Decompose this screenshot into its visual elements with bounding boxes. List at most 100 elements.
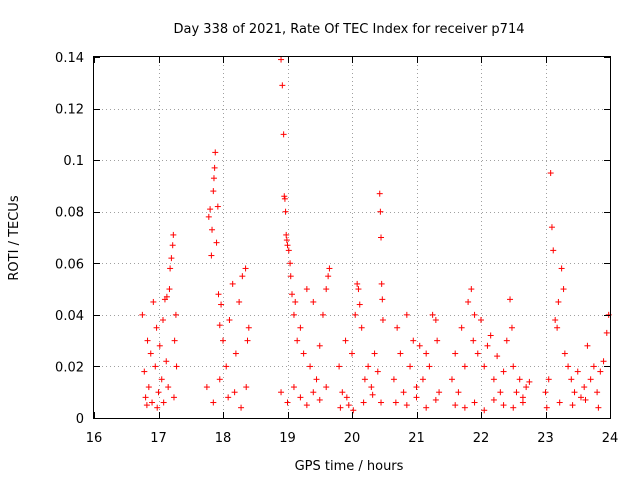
data-point xyxy=(594,389,601,396)
data-point xyxy=(436,389,443,396)
data-point xyxy=(214,203,221,210)
data-point xyxy=(468,286,475,293)
data-point xyxy=(481,407,488,414)
data-point xyxy=(390,376,397,383)
data-point xyxy=(471,311,478,318)
data-point xyxy=(582,396,589,403)
data-point xyxy=(160,399,167,406)
x-tick-label: 20 xyxy=(344,431,361,446)
data-point xyxy=(507,296,514,303)
data-point xyxy=(168,255,175,262)
data-point xyxy=(213,239,220,246)
data-point xyxy=(407,363,414,370)
data-point xyxy=(147,350,154,357)
x-tick-label: 21 xyxy=(408,431,425,446)
data-point xyxy=(210,399,217,406)
data-point xyxy=(434,337,441,344)
data-point xyxy=(303,286,310,293)
data-point xyxy=(343,394,350,401)
data-point xyxy=(377,208,384,215)
data-point xyxy=(508,324,515,331)
data-point xyxy=(220,337,226,344)
data-point xyxy=(392,399,399,406)
data-point xyxy=(426,363,433,370)
data-point xyxy=(243,384,250,391)
data-point xyxy=(584,342,591,349)
data-point xyxy=(432,396,439,403)
x-tick-labels: 16 17 18 19 20 21 22 23 24 xyxy=(86,431,619,446)
y-tick-label: 0.02 xyxy=(55,360,84,375)
data-point xyxy=(297,394,304,401)
y-tick-label: 0.06 xyxy=(55,257,84,272)
data-point xyxy=(325,273,332,280)
data-point xyxy=(289,291,296,298)
data-point xyxy=(225,394,232,401)
data-point xyxy=(218,301,225,308)
y-tick-label: 0.1 xyxy=(63,154,84,169)
data-point xyxy=(543,404,550,411)
data-point xyxy=(423,350,430,357)
data-point xyxy=(144,337,151,344)
data-point xyxy=(203,384,210,391)
data-point xyxy=(284,399,291,406)
data-point xyxy=(587,376,594,383)
x-tick-label: 22 xyxy=(473,431,490,446)
x-axis-label: GPS time / hours xyxy=(295,459,404,474)
data-point xyxy=(595,404,602,411)
data-point xyxy=(547,170,554,177)
data-point xyxy=(282,208,289,215)
data-point xyxy=(590,363,597,370)
data-point xyxy=(403,402,410,409)
y-tick-label: 0 xyxy=(76,412,84,427)
data-point xyxy=(170,231,177,238)
data-point xyxy=(316,342,323,349)
data-point xyxy=(281,195,288,202)
data-point xyxy=(154,404,161,411)
data-point xyxy=(336,363,343,370)
data-point xyxy=(211,164,218,171)
y-tick-labels: 0 0.02 0.04 0.06 0.08 0.1 0.12 0.14 xyxy=(55,51,84,427)
data-point xyxy=(452,350,459,357)
plot-frame xyxy=(93,56,611,419)
data-point xyxy=(281,193,288,200)
data-point xyxy=(510,404,517,411)
data-point xyxy=(371,350,378,357)
data-point xyxy=(465,298,472,305)
x-tick-label: 24 xyxy=(602,431,619,446)
data-point xyxy=(565,363,572,370)
data-point xyxy=(416,342,423,349)
data-point xyxy=(209,226,216,233)
data-point xyxy=(155,389,162,396)
data-point xyxy=(597,368,604,375)
chart-title: Day 338 of 2021, Rate Of TEC Index for r… xyxy=(174,22,525,37)
data-point xyxy=(280,131,287,138)
data-point xyxy=(523,384,530,391)
data-point xyxy=(345,402,352,409)
data-point xyxy=(297,324,304,331)
data-point xyxy=(287,260,294,267)
data-point xyxy=(581,384,588,391)
data-point xyxy=(361,376,368,383)
data-point xyxy=(216,376,223,383)
data-point xyxy=(303,402,310,409)
data-point xyxy=(513,389,520,396)
data-point xyxy=(569,402,576,409)
data-point xyxy=(316,396,323,403)
data-point xyxy=(205,213,212,220)
data-point xyxy=(478,317,484,324)
data-point xyxy=(368,384,375,391)
data-point xyxy=(285,247,292,254)
data-point xyxy=(378,234,385,241)
data-point xyxy=(474,350,481,357)
data-point xyxy=(548,224,555,231)
data-point xyxy=(510,363,517,370)
data-point xyxy=(216,322,223,329)
data-point xyxy=(552,317,559,324)
data-point xyxy=(350,407,357,414)
data-point xyxy=(461,363,468,370)
data-point xyxy=(313,376,320,383)
data-point xyxy=(171,337,178,344)
data-point xyxy=(245,324,252,331)
data-point xyxy=(542,389,549,396)
